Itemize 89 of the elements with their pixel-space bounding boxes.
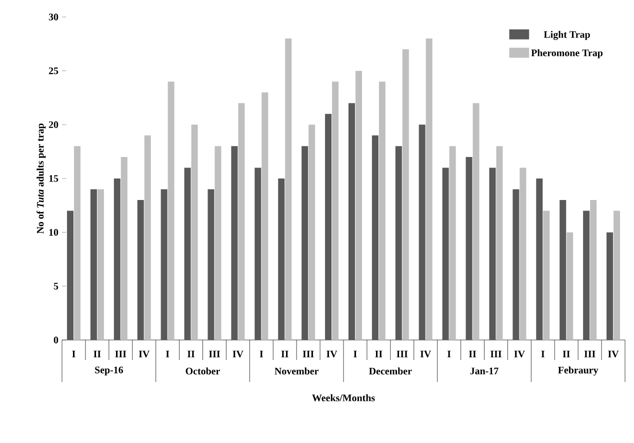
bar	[472, 103, 480, 340]
bar	[489, 168, 496, 340]
bar	[308, 124, 316, 340]
bar	[160, 189, 168, 340]
x-tick-label: IV	[420, 350, 432, 358]
bar	[590, 200, 597, 340]
bar	[426, 38, 432, 340]
bar	[402, 49, 409, 340]
bar	[560, 200, 566, 340]
bar	[137, 200, 144, 340]
bar	[606, 232, 614, 340]
bar	[66, 210, 74, 340]
x-tick-label: III	[584, 350, 596, 358]
bar	[520, 168, 526, 340]
bar	[238, 103, 245, 340]
x-axis-title: Weeks/Months	[312, 394, 375, 402]
y-tick-label: 30	[48, 14, 58, 20]
x-tick-label: IV	[608, 350, 619, 358]
bar	[614, 210, 620, 340]
y-tick-label: 20	[48, 121, 58, 128]
y-tick-label: 15	[49, 175, 58, 182]
bar	[496, 146, 503, 340]
bar	[208, 189, 214, 340]
bar	[90, 189, 97, 340]
bar	[114, 178, 120, 340]
x-tick-label: I	[166, 350, 170, 358]
bar	[442, 168, 449, 340]
y-tick-label: 25	[48, 67, 58, 74]
bar	[120, 156, 128, 340]
y-tick-label: 5	[54, 282, 58, 290]
bar	[97, 189, 104, 340]
bar	[543, 210, 550, 340]
x-tick-label: IV	[326, 350, 338, 358]
y-tick-label: 0	[54, 336, 58, 344]
bar	[512, 189, 520, 340]
bar	[372, 135, 378, 340]
x-tick-label: II	[281, 350, 288, 358]
bar	[302, 146, 308, 340]
x-tick-label: I	[72, 350, 76, 358]
bar	[168, 82, 174, 340]
x-tick-label: IV	[232, 350, 244, 358]
bar	[449, 146, 456, 340]
x-tick-label: II	[562, 350, 570, 358]
text: November	[274, 367, 319, 374]
x-tick-label: III	[302, 350, 314, 358]
x-tick-label: IV	[514, 350, 525, 358]
bar	[262, 92, 268, 340]
x-tick-label: I	[354, 350, 357, 358]
bar	[348, 103, 355, 340]
x-tick-label: III	[115, 350, 126, 358]
legend-label: Light Trap	[544, 30, 590, 40]
y-axis-title: No of Tuta adults per trap	[36, 124, 46, 234]
text: Sep-16	[95, 366, 124, 376]
x-tick-label: II	[94, 350, 101, 358]
text: December	[369, 367, 412, 374]
bar	[231, 146, 238, 340]
bar	[191, 124, 198, 340]
bar	[378, 82, 386, 340]
bar	[332, 82, 339, 340]
x-tick-label: III	[490, 350, 502, 358]
y-tick-label: 10	[49, 228, 58, 236]
x-tick-label: IV	[138, 350, 150, 358]
bar	[466, 156, 472, 340]
x-tick-label: III	[396, 350, 408, 358]
bar	[583, 210, 590, 340]
x-tick-label: II	[375, 350, 382, 358]
text: October	[186, 367, 220, 374]
bar	[566, 232, 574, 340]
bar	[74, 146, 80, 340]
x-tick-label: II	[468, 350, 476, 358]
x-tick-label: II	[187, 350, 195, 358]
text: Febraury	[558, 366, 598, 376]
x-tick-label: I	[541, 350, 545, 358]
bar	[395, 146, 402, 340]
text: Jan-17	[470, 368, 498, 374]
bar	[144, 135, 151, 340]
bar	[325, 114, 332, 340]
x-tick-label: I	[260, 350, 264, 358]
x-tick-label: I	[447, 350, 451, 358]
legend-label: Pheromone Trap	[531, 49, 603, 58]
bar	[214, 146, 222, 340]
bar	[278, 178, 285, 340]
bar	[536, 178, 543, 340]
bar	[285, 38, 292, 340]
bar	[184, 168, 191, 340]
bar	[418, 124, 426, 340]
bar	[355, 70, 362, 340]
bar	[254, 168, 262, 340]
x-tick-label: III	[209, 350, 220, 358]
